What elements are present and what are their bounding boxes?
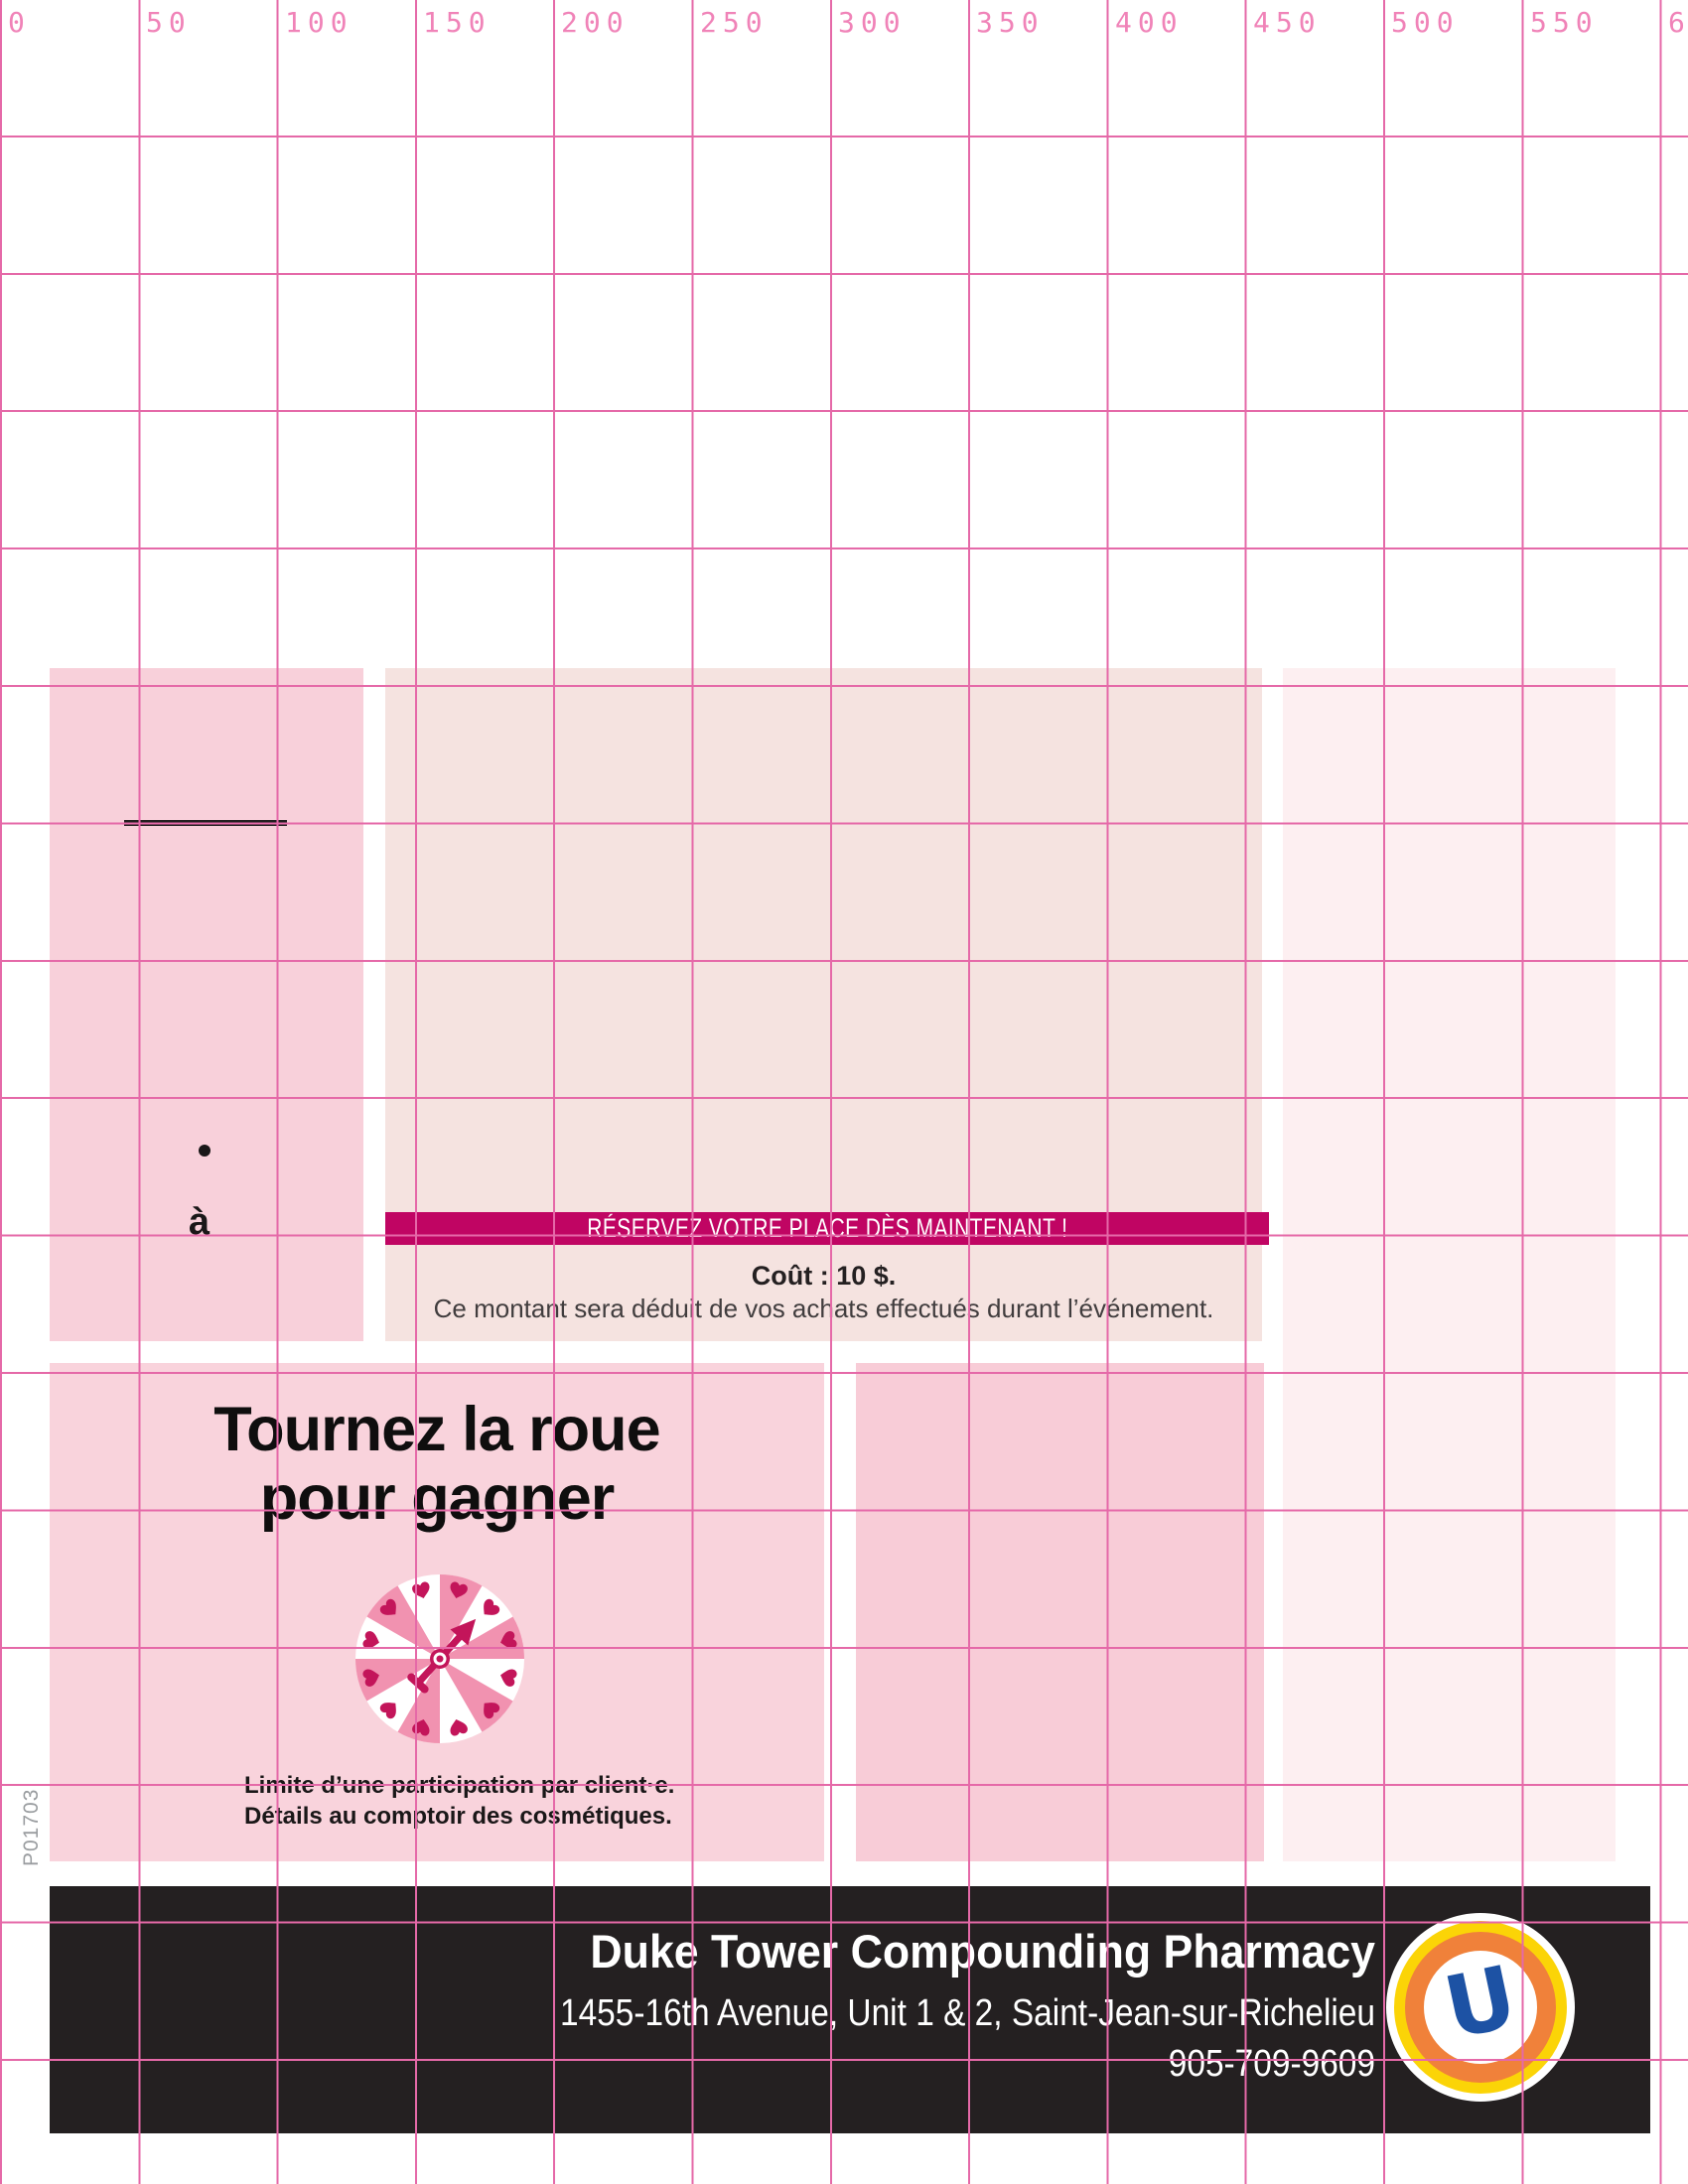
- logo-yellow-ring: U: [1394, 1921, 1567, 2094]
- right-pale-block: [1283, 668, 1616, 1861]
- lower-center-pink-block: [856, 1363, 1264, 1861]
- promo-limit-line1: Limite d’une participation par client·e.: [244, 1772, 675, 1799]
- logo-orange-ring: U: [1405, 1932, 1556, 2083]
- ruler-label-300: 300: [838, 6, 907, 39]
- reservation-banner: RÉSERVEZ VOTRE PLACE DÈS MAINTENANT !: [385, 1212, 1269, 1245]
- promo-title-line1: Tournez la roue: [213, 1395, 660, 1464]
- ruler-label-450: 450: [1253, 6, 1322, 39]
- cost-line: Coût : 10 $.: [751, 1261, 897, 1291]
- bullet-dot-fragment: [199, 1145, 211, 1157]
- ruler-label-250: 250: [700, 6, 769, 39]
- ruler-label-500: 500: [1391, 6, 1460, 39]
- proof-code: P01703: [20, 1788, 43, 1866]
- promo-title-line2: pour gagner: [259, 1463, 616, 1533]
- ruler-label-100: 100: [285, 6, 353, 39]
- ruler-label-0: 0: [8, 6, 31, 39]
- ruler-label-50: 50: [146, 6, 192, 39]
- prize-wheel-graphic: [355, 1574, 524, 1743]
- pharmacy-address: 1455-16th Avenue, Unit 1 & 2, Saint-Jean…: [559, 1992, 1375, 2034]
- pharmacy-phone: 905-709-9609: [1168, 2043, 1375, 2085]
- ruler-label-400: 400: [1115, 6, 1184, 39]
- logo-inner-circle: U: [1424, 1947, 1537, 2064]
- uniprix-logo: U: [1386, 1913, 1575, 2102]
- ruler-label-350: 350: [976, 6, 1045, 39]
- pharmacy-name: Duke Tower Compounding Pharmacy: [590, 1925, 1375, 1978]
- logo-letter: U: [1436, 1947, 1525, 2060]
- ruler-label-600: 600: [1668, 6, 1688, 39]
- promo-limit-line2: Détails au comptoir des cosmétiques.: [244, 1803, 672, 1830]
- cost-note: Ce montant sera déduit de vos achats eff…: [433, 1294, 1214, 1323]
- ruler-label-550: 550: [1530, 6, 1599, 39]
- horizontal-rule-fragment: [124, 820, 287, 826]
- footer-text-block: Duke Tower Compounding Pharmacy 1455-16t…: [397, 1924, 1375, 2086]
- a-accent-fragment: à: [189, 1201, 211, 1243]
- reservation-banner-text: RÉSERVEZ VOTRE PLACE DÈS MAINTENANT !: [586, 1213, 1068, 1243]
- ruler-label-200: 200: [561, 6, 630, 39]
- ruler-label-150: 150: [423, 6, 492, 39]
- promo-title: Tournez la roue pour gagner: [50, 1396, 824, 1533]
- promo-fine-print: Limite d’une participation par client·e.…: [244, 1770, 674, 1832]
